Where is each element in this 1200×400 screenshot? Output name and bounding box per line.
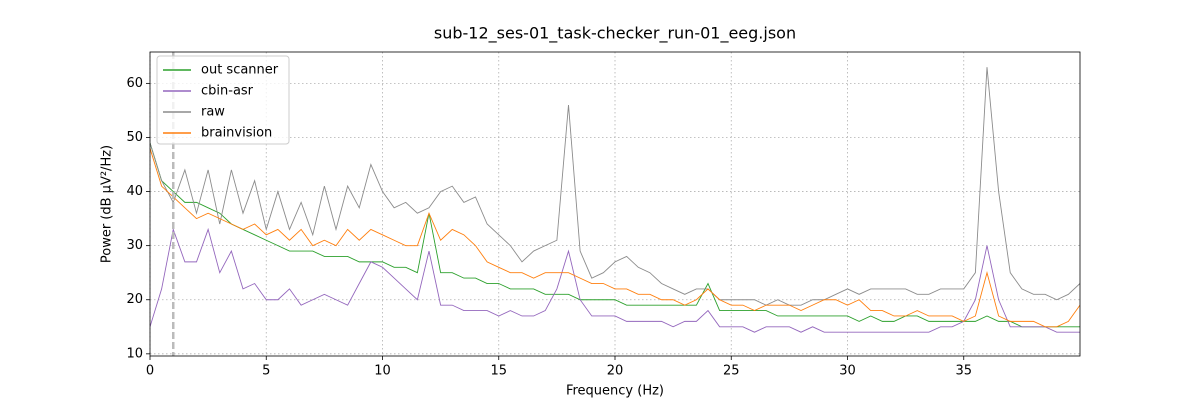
- y-tick-label: 20: [126, 292, 143, 307]
- x-tick-label: 10: [374, 364, 391, 379]
- x-tick-label: 5: [262, 364, 270, 379]
- y-tick-label: 50: [126, 130, 143, 145]
- x-tick-label: 35: [955, 364, 972, 379]
- chart-title: sub-12_ses-01_task-checker_run-01_eeg.js…: [434, 24, 796, 44]
- legend-label: cbin-asr: [201, 84, 254, 99]
- y-tick-label: 40: [126, 184, 143, 199]
- x-axis-label: Frequency (Hz): [566, 384, 664, 399]
- x-tick-label: 25: [723, 364, 740, 379]
- x-tick-label: 15: [490, 364, 507, 379]
- y-axis-label: Power (dB µV²/Hz): [100, 145, 115, 263]
- legend-label: brainvision: [201, 126, 272, 141]
- x-tick-label: 20: [607, 364, 624, 379]
- series-line: [150, 148, 1080, 328]
- legend-box: [156, 55, 290, 145]
- legend-label: raw: [201, 105, 225, 120]
- y-tick-label: 10: [126, 346, 143, 361]
- series-line: [150, 67, 1080, 306]
- y-tick-label: 60: [126, 76, 143, 91]
- legend-label: out scanner: [201, 63, 279, 78]
- x-tick-label: 30: [839, 364, 856, 379]
- series-line: [150, 142, 1080, 328]
- y-tick-label: 30: [126, 238, 143, 253]
- series-line: [150, 227, 1080, 333]
- plot-frame: [149, 51, 1081, 357]
- x-tick-label: 0: [146, 364, 154, 379]
